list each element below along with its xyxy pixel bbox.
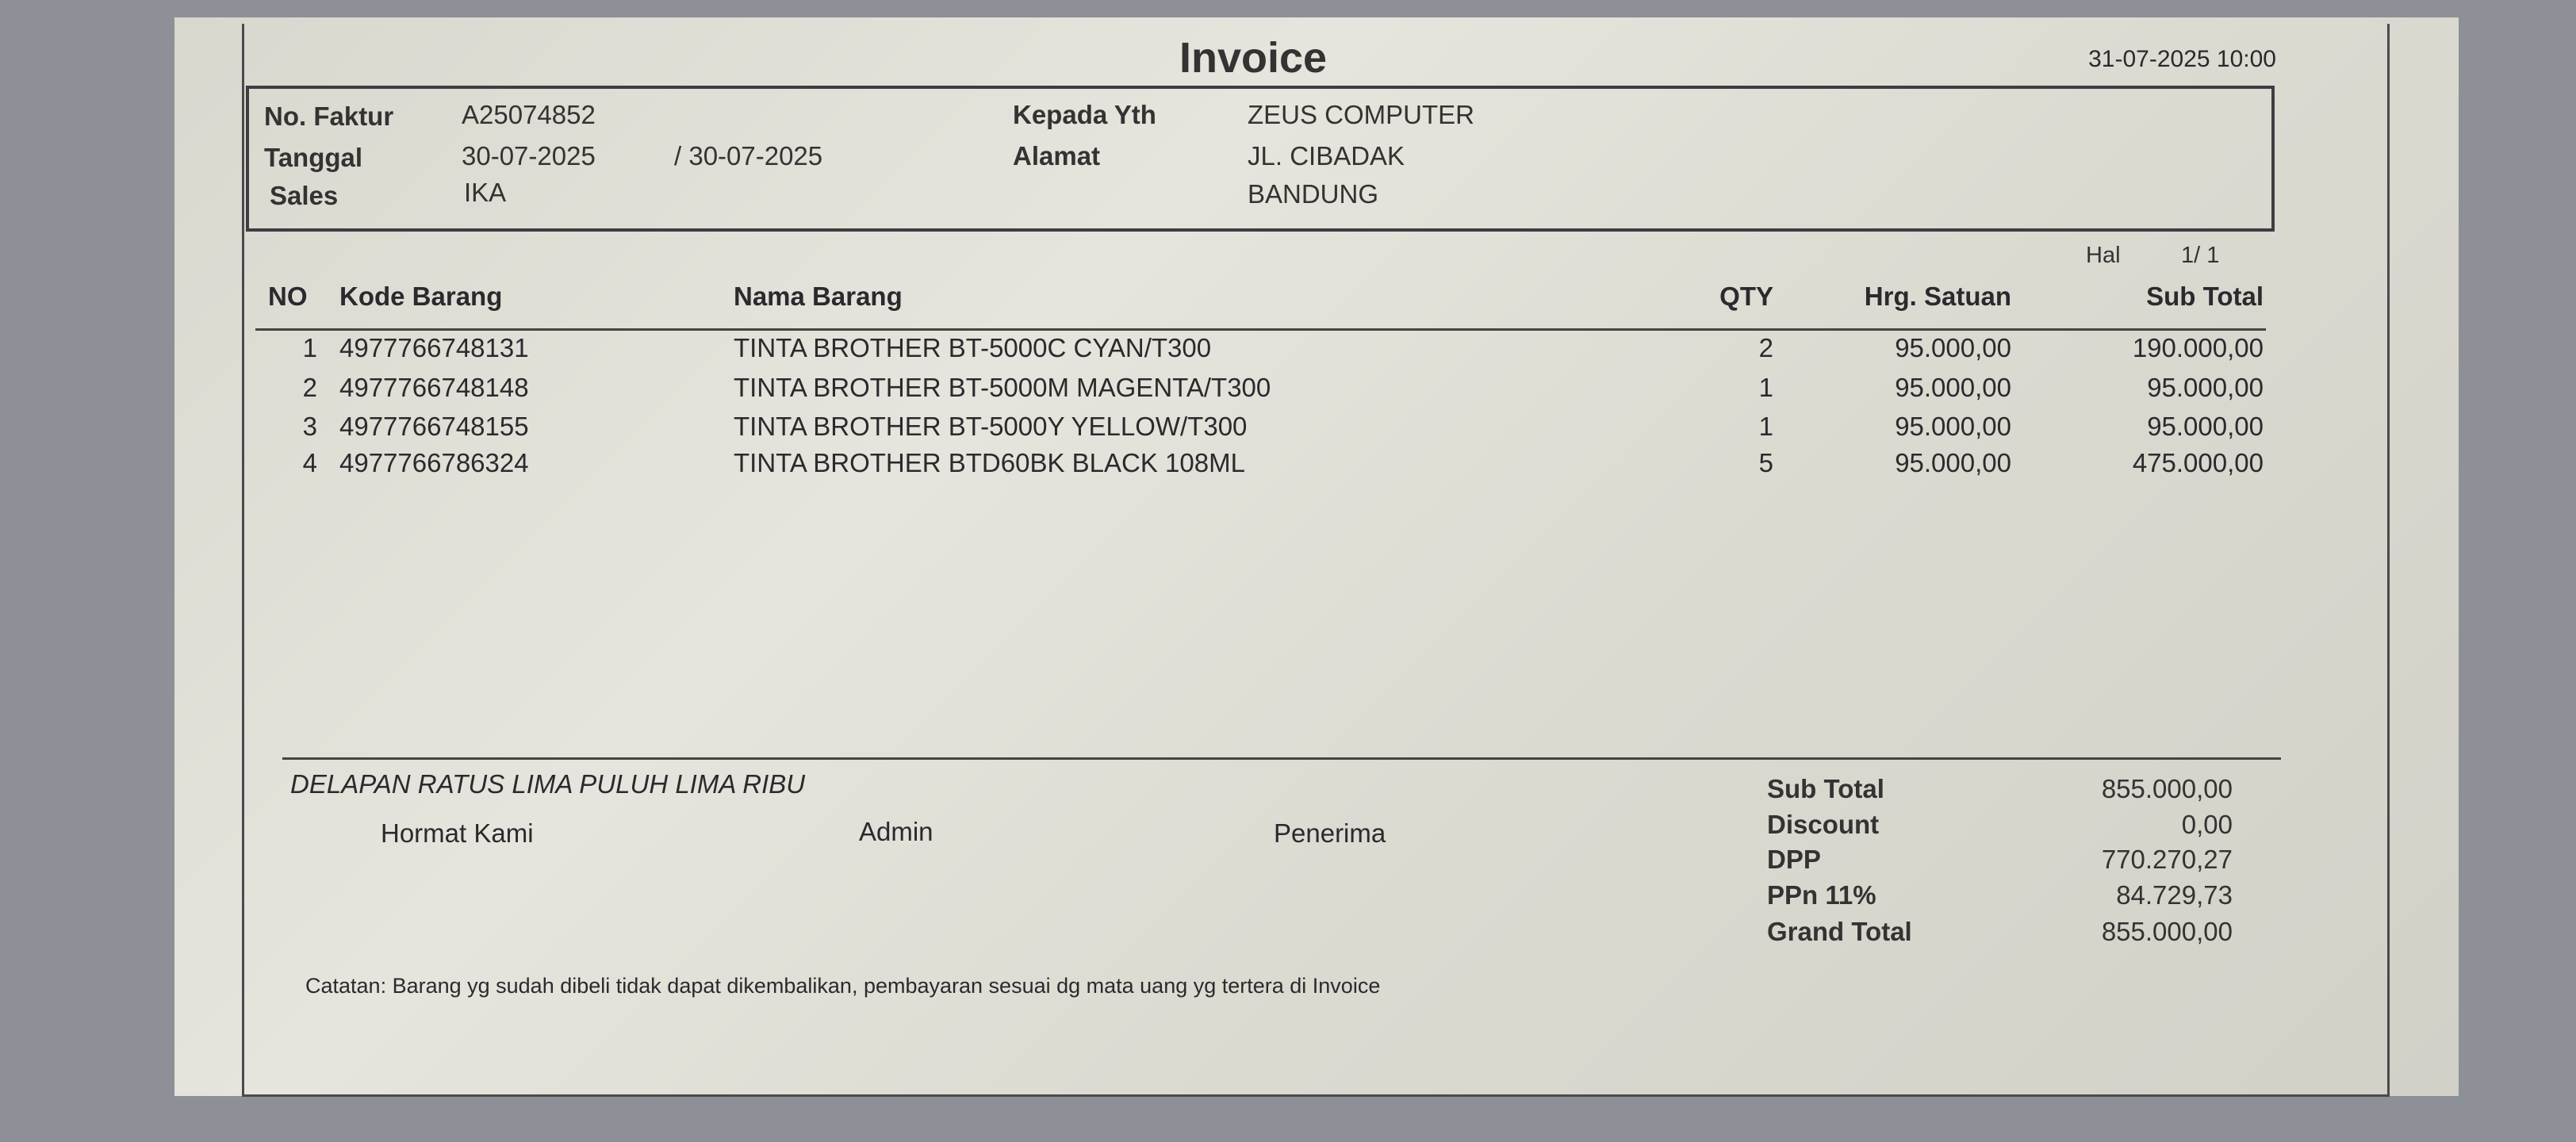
page-number: 1/ 1 xyxy=(2181,243,2220,268)
no-faktur-label: No. Faktur xyxy=(264,102,394,131)
tanggal-value: 30-07-2025 xyxy=(462,141,596,171)
no-faktur-value: A25074852 xyxy=(462,100,596,129)
kepada-label: Kepada Yth xyxy=(1013,100,1156,129)
total-label: Discount xyxy=(1767,810,1880,839)
alamat-line1: JL. CIBADAK xyxy=(1248,141,1405,171)
sales-label: Sales xyxy=(270,181,339,210)
kepada-value: ZEUS COMPUTER xyxy=(1248,100,1475,129)
item-kode: 4977766748131 xyxy=(339,333,529,362)
col-no: NO xyxy=(268,282,308,311)
item-harga: 95.000,00 xyxy=(1895,333,2011,362)
total-value: 855.000,00 xyxy=(2101,917,2233,946)
total-label: DPP xyxy=(1767,845,1821,874)
col-subtotal: Sub Total xyxy=(2146,282,2264,311)
col-kode: Kode Barang xyxy=(339,282,503,311)
header-box xyxy=(246,86,2275,232)
invoice-paper xyxy=(174,17,2459,1096)
col-qty: QTY xyxy=(1719,282,1773,311)
item-no: 2 xyxy=(302,373,317,402)
item-qty: 2 xyxy=(1758,333,1773,362)
alamat-label: Alamat xyxy=(1013,141,1101,171)
item-subtotal: 95.000,00 xyxy=(2147,373,2264,402)
tanggal-label: Tanggal xyxy=(264,143,363,172)
total-label: Sub Total xyxy=(1767,774,1884,803)
item-nama: TINTA BROTHER BT-5000M MAGENTA/T300 xyxy=(734,373,1271,402)
alamat-line2: BANDUNG xyxy=(1248,179,1379,209)
page-label: Hal xyxy=(2086,243,2121,268)
item-nama: TINTA BROTHER BT-5000C CYAN/T300 xyxy=(734,333,1212,362)
catatan-note: Catatan: Barang yg sudah dibeli tidak da… xyxy=(305,974,1381,998)
total-label: Grand Total xyxy=(1767,917,1912,946)
col-harga: Hrg. Satuan xyxy=(1864,282,2011,311)
item-no: 3 xyxy=(302,412,317,441)
signature-admin: Admin xyxy=(859,817,933,846)
item-kode: 4977766786324 xyxy=(339,448,529,477)
total-value: 770.270,27 xyxy=(2101,845,2233,874)
footer-divider xyxy=(282,757,2281,760)
sales-value: IKA xyxy=(464,178,507,207)
printed-datetime: 31-07-2025 10:00 xyxy=(2088,46,2276,72)
invoice-frame xyxy=(242,24,2390,1097)
header-divider xyxy=(255,328,2266,331)
item-nama: TINTA BROTHER BTD60BK BLACK 108ML xyxy=(734,448,1245,477)
item-subtotal: 475.000,00 xyxy=(2132,448,2264,477)
item-no: 1 xyxy=(302,333,317,362)
item-kode: 4977766748155 xyxy=(339,412,529,441)
item-qty: 1 xyxy=(1758,412,1773,441)
item-harga: 95.000,00 xyxy=(1895,373,2011,402)
total-value: 84.729,73 xyxy=(2116,880,2233,910)
col-nama: Nama Barang xyxy=(734,282,903,311)
total-value: 855.000,00 xyxy=(2101,774,2233,803)
signature-penerima: Penerima xyxy=(1274,818,1386,848)
invoice-title: Invoice xyxy=(1179,34,1328,82)
item-no: 4 xyxy=(302,448,317,477)
tanggal-end-value: / 30-07-2025 xyxy=(674,141,823,171)
item-kode: 4977766748148 xyxy=(339,373,529,402)
item-harga: 95.000,00 xyxy=(1895,448,2011,477)
item-qty: 5 xyxy=(1758,448,1773,477)
item-qty: 1 xyxy=(1758,373,1773,402)
total-label: PPn 11% xyxy=(1767,880,1876,910)
terbilang: DELAPAN RATUS LIMA PULUH LIMA RIBU xyxy=(290,769,806,799)
item-harga: 95.000,00 xyxy=(1895,412,2011,441)
total-value: 0,00 xyxy=(2181,810,2233,839)
item-subtotal: 95.000,00 xyxy=(2147,412,2264,441)
signature-hormat-kami: Hormat Kami xyxy=(381,818,534,848)
item-nama: TINTA BROTHER BT-5000Y YELLOW/T300 xyxy=(734,412,1248,441)
item-subtotal: 190.000,00 xyxy=(2132,333,2264,362)
